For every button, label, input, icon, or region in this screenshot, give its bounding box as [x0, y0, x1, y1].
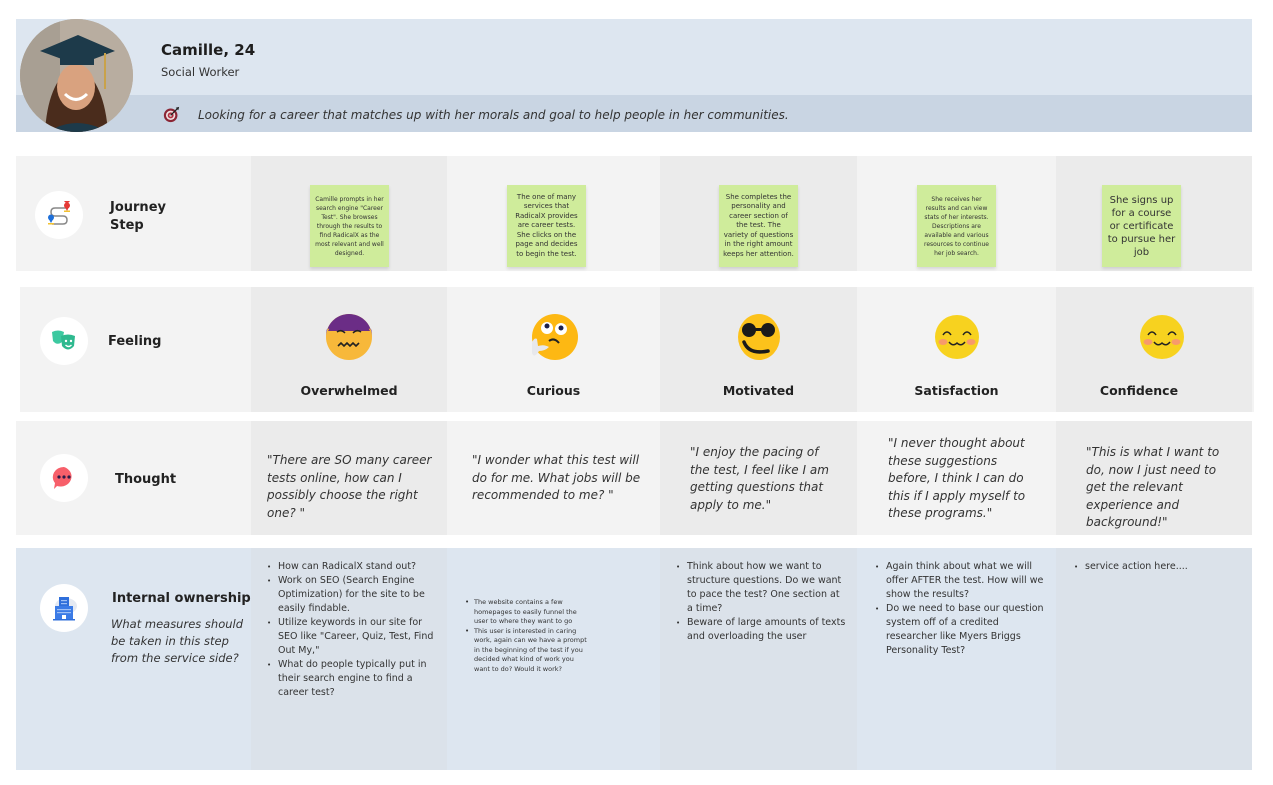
row-feeling: Feeling Overwhelmed Curious Motivated: [20, 287, 1254, 412]
thought-cell-4: "I never thought about these suggestions…: [857, 421, 1056, 535]
service-actions-list: Think about how we want to structure que…: [676, 560, 848, 644]
thinking-face-icon: [531, 314, 578, 360]
target-icon: [163, 106, 180, 123]
list-item: Again think about what we will offer AFT…: [875, 560, 1047, 602]
internal-cell-4: Again think about what we will offer AFT…: [857, 548, 1056, 770]
persona-goal: Looking for a career that matches up wit…: [198, 108, 789, 122]
thought-quote: "I enjoy the pacing of the test, I feel …: [690, 445, 829, 512]
row-label-internal: Internal ownership: [112, 591, 251, 606]
service-actions-list: The website contains a few homepages to …: [465, 598, 590, 674]
feeling-label: Overwhelmed: [300, 383, 398, 398]
list-item: Utilize keywords in our site for SEO lik…: [267, 616, 439, 658]
feeling-label: Satisfaction: [914, 383, 999, 398]
list-item: How can RadicalX stand out?: [267, 560, 439, 574]
thought-quote: "This is what I want to do, now I just n…: [1086, 445, 1220, 529]
list-item: What do people typically put in their se…: [267, 658, 439, 700]
persona-header: Camille, 24 Social Worker Looking for a …: [16, 19, 1252, 132]
list-item: This user is interested in caring work, …: [465, 627, 590, 675]
thought-cell-1: "There are SO many career tests online, …: [251, 421, 447, 535]
thought-quote: "There are SO many career tests online, …: [267, 453, 432, 520]
internal-cell-3: Think about how we want to structure que…: [660, 548, 857, 770]
speech-bubble-icon: [40, 454, 88, 502]
goal-band: [16, 95, 1252, 132]
blushing-smile-icon: [934, 315, 979, 359]
office-building-icon: [40, 584, 88, 632]
thought-quote: "I never thought about these suggestions…: [888, 436, 1026, 520]
theater-masks-icon: [40, 317, 88, 365]
journey-cell-4: She receives her results and can view st…: [857, 156, 1056, 271]
service-actions-list: service action here....: [1074, 560, 1234, 574]
list-item: Do we need to base our question system o…: [875, 602, 1047, 658]
feeling-label: Curious: [526, 383, 581, 398]
feeling-cell-3: Motivated: [660, 287, 857, 412]
journey-cell-3: She completes the personality and career…: [660, 156, 857, 271]
sticky-note: She completes the personality and career…: [719, 185, 798, 267]
list-item: Work on SEO (Search Engine Optimization)…: [267, 574, 439, 616]
persona-name: Camille, 24: [161, 41, 256, 59]
list-item: The website contains a few homepages to …: [465, 598, 590, 627]
thought-cell-5: "This is what I want to do, now I just n…: [1056, 421, 1252, 535]
journey-cell-5: She signs up for a course or certificate…: [1056, 156, 1252, 271]
internal-cell-1: How can RadicalX stand out? Work on SEO …: [251, 548, 447, 770]
feeling-cell-4: Satisfaction: [857, 287, 1056, 412]
row-label-journey: Journey Step: [110, 200, 166, 233]
feeling-label: Motivated: [722, 383, 795, 398]
list-item: service action here....: [1074, 560, 1234, 574]
feeling-cell-2: Curious: [447, 287, 660, 412]
feeling-cell-1: Overwhelmed: [251, 287, 447, 412]
route-map-icon: [35, 191, 83, 239]
row-internal-ownership: Internal ownership What measures should …: [16, 548, 1252, 770]
internal-cell-2: The website contains a few homepages to …: [447, 548, 660, 770]
row-journey-step: Journey Step Camille prompts in her sear…: [16, 156, 1252, 271]
row-label-thought: Thought: [115, 472, 177, 487]
thought-quote: "I wonder what this test will do for me.…: [472, 453, 641, 502]
blushing-smile-icon: [1140, 315, 1184, 359]
thought-cell-2: "I wonder what this test will do for me.…: [447, 421, 660, 535]
feeling-cell-5: Confidence: [1056, 287, 1252, 412]
persona-role: Social Worker: [161, 65, 240, 79]
sticky-note: Camille prompts in her search engine "Ca…: [310, 185, 389, 267]
anxious-face-icon: [326, 314, 372, 360]
thought-cell-3: "I enjoy the pacing of the test, I feel …: [660, 421, 857, 535]
feeling-label: Confidence: [1099, 383, 1179, 398]
sunglasses-face-icon: [737, 314, 780, 360]
sticky-note: She receives her results and can view st…: [917, 185, 996, 267]
service-actions-list: Again think about what we will offer AFT…: [875, 560, 1047, 658]
sticky-note: The one of many services that RadicalX p…: [507, 185, 586, 267]
internal-subtitle: What measures should be taken in this st…: [111, 617, 244, 665]
service-actions-list: How can RadicalX stand out? Work on SEO …: [267, 560, 439, 700]
sticky-note: She signs up for a course or certificate…: [1102, 185, 1181, 267]
internal-cell-5: service action here....: [1056, 548, 1252, 770]
list-item: Think about how we want to structure que…: [676, 560, 848, 616]
row-thought: Thought "There are SO many career tests …: [16, 421, 1252, 535]
journey-cell-2: The one of many services that RadicalX p…: [447, 156, 660, 271]
journey-cell-1: Camille prompts in her search engine "Ca…: [251, 156, 447, 271]
row-label-feeling: Feeling: [108, 334, 162, 349]
list-item: Beware of large amounts of texts and ove…: [676, 616, 848, 644]
avatar: [20, 19, 133, 132]
